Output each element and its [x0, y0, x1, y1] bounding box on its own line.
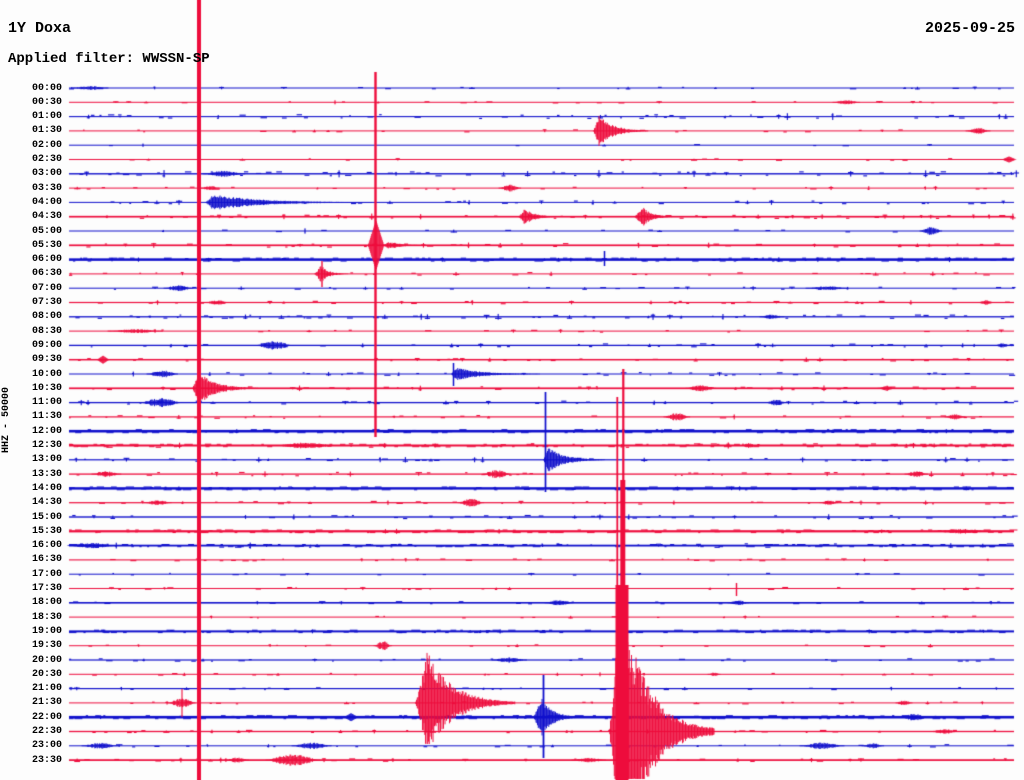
time-label-2000: 20:00: [31, 654, 62, 666]
time-label-0900: 09:00: [31, 339, 62, 351]
time-label-0000: 00:00: [31, 82, 62, 94]
time-label-2130: 21:30: [31, 697, 62, 709]
time-label-2230: 22:30: [31, 726, 62, 737]
time-label-0830: 08:30: [31, 325, 62, 337]
time-label-0630: 06:30: [31, 268, 62, 280]
time-label-2200: 22:00: [31, 711, 62, 723]
time-label-1100: 11:00: [31, 397, 62, 409]
time-label-2100: 21:00: [31, 683, 62, 695]
time-label-0200: 02:00: [31, 139, 62, 151]
time-label-0700: 07:00: [31, 282, 62, 294]
time-label-0400: 04:00: [31, 196, 62, 208]
time-label-0800: 08:00: [31, 311, 62, 323]
time-label-0730: 07:30: [31, 297, 62, 308]
station-title: 1Y Doxa: [8, 20, 72, 37]
time-label-1600: 16:00: [31, 540, 62, 552]
time-label-1530: 15:30: [31, 525, 62, 537]
time-label-1900: 19:00: [31, 625, 62, 637]
time-label-1300: 13:00: [31, 454, 62, 466]
time-label-0430: 04:30: [31, 211, 62, 223]
time-label-1930: 19:30: [31, 640, 62, 652]
time-label-1830: 18:30: [31, 611, 62, 623]
time-label-1200: 12:00: [31, 425, 62, 437]
time-label-1330: 13:30: [31, 468, 62, 480]
time-label-1130: 11:30: [31, 411, 62, 423]
time-label-1700: 17:00: [31, 568, 62, 580]
time-label-1500: 15:00: [31, 511, 62, 523]
time-label-0600: 06:00: [31, 254, 62, 266]
time-label-0230: 02:30: [31, 154, 62, 165]
time-label-1800: 18:00: [31, 597, 62, 609]
time-label-1000: 10:00: [31, 368, 62, 380]
time-label-0130: 01:30: [31, 125, 62, 137]
time-label-0100: 01:00: [31, 111, 62, 123]
time-label-0500: 05:00: [31, 225, 62, 237]
time-label-0330: 03:30: [31, 182, 62, 194]
time-label-0930: 09:30: [31, 354, 62, 366]
time-label-1400: 14:00: [31, 482, 62, 494]
time-label-1630: 16:30: [31, 554, 62, 566]
time-label-1030: 10:30: [31, 382, 62, 394]
date-label: 2025-09-25: [924, 20, 1015, 37]
time-label-0030: 00:30: [31, 96, 62, 108]
time-label-2300: 23:00: [31, 740, 62, 752]
filter-label: Applied filter: WWSSN-SP: [8, 51, 210, 67]
time-label-1430: 14:30: [31, 497, 62, 509]
time-label-1230: 12:30: [31, 440, 62, 451]
time-label-2030: 20:30: [31, 668, 62, 680]
time-label-0300: 03:00: [31, 168, 62, 180]
time-label-2330: 23:30: [31, 754, 62, 766]
time-label-1730: 17:30: [31, 583, 62, 594]
time-label-0530: 05:30: [31, 239, 62, 251]
